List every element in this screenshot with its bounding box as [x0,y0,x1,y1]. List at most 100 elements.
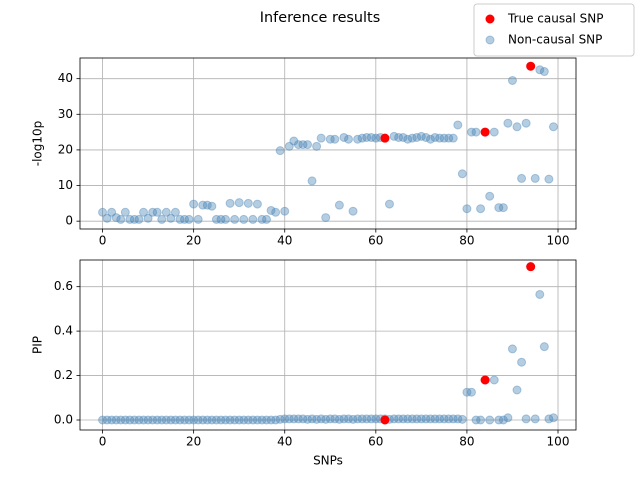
point [394,414,404,424]
point [129,214,139,224]
x-tick-label: 60 [368,435,383,449]
point [521,414,531,424]
point [307,414,317,424]
point [271,207,281,217]
x-tick-label: 20 [186,435,201,449]
x-tick-label: 0 [99,234,107,248]
point [303,414,313,424]
point [425,134,435,144]
point [312,141,322,151]
point [362,132,372,142]
point [471,415,481,425]
point [366,132,376,142]
point [216,214,226,224]
point [125,214,135,224]
point [453,414,463,424]
point [398,132,408,142]
y-tick-label: 0.4 [54,324,73,338]
point [120,207,130,217]
point [535,65,545,75]
point [444,414,454,424]
point [202,200,212,210]
point [175,214,185,224]
y-axis-label: PIP [31,336,45,354]
point [239,214,249,224]
point [325,414,335,424]
point [353,414,363,424]
point [526,262,536,272]
point [416,414,426,424]
point [448,133,458,143]
point [357,133,367,143]
point [280,414,290,424]
point [403,134,413,144]
y-tick-label: 0.6 [54,279,73,293]
point [389,414,399,424]
x-tick-label: 40 [277,234,292,248]
point [512,122,522,132]
point [180,415,190,425]
point [548,413,558,423]
point [407,414,417,424]
point [476,204,486,214]
point [207,415,217,425]
point [289,414,299,424]
point [152,415,162,425]
point [512,385,522,395]
point [266,205,276,215]
point [503,413,513,423]
point [152,207,162,217]
point [221,214,231,224]
point [471,127,481,137]
point [371,133,381,143]
point [366,414,376,424]
point [439,133,449,143]
point [416,131,426,141]
point [243,415,253,425]
point [485,415,495,425]
point [120,415,130,425]
point [266,415,276,425]
point [211,214,221,224]
point [507,75,517,85]
point [348,414,358,424]
point [134,415,144,425]
point [430,132,440,142]
point [257,214,267,224]
point [334,414,344,424]
x-tick-label: 80 [459,234,474,248]
x-tick-label: 0 [99,435,107,449]
x-axis-label: SNPs [313,454,343,468]
point [316,414,326,424]
point [148,415,158,425]
point [526,61,536,71]
point [298,140,308,150]
point [148,207,158,217]
point [476,415,486,425]
point [239,415,249,425]
point [435,133,445,143]
point [357,414,367,424]
point [348,206,358,216]
point [489,127,499,137]
point [448,414,458,424]
y-tick-label: 0 [65,214,73,228]
point [139,415,149,425]
x-tick-label: 40 [277,435,292,449]
point [530,173,540,183]
point [489,375,499,385]
point [257,415,267,425]
point [275,146,285,156]
point [544,174,554,184]
point [480,375,490,385]
point [211,415,221,425]
x-tick-label: 80 [459,435,474,449]
axes-frame [79,259,577,431]
point [166,213,176,223]
point [275,414,285,424]
y-tick-label: 10 [58,178,73,192]
point [102,415,112,425]
point [230,415,240,425]
point [98,207,108,217]
